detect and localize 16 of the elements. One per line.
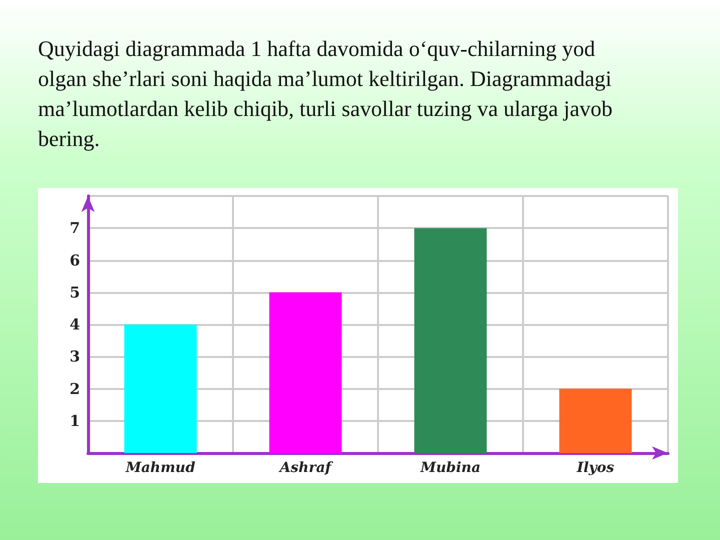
- y-tick-label: 2: [70, 380, 80, 398]
- x-tick-label: Ilyos: [576, 460, 614, 476]
- y-tick-label: 5: [70, 283, 80, 302]
- y-tick-label: 7: [70, 219, 80, 238]
- y-tick-label: 1: [70, 412, 80, 430]
- bar: [269, 292, 342, 453]
- y-tick-label: 4: [70, 316, 80, 334]
- y-tick-label: 6: [70, 251, 80, 270]
- bar: [559, 388, 632, 453]
- x-tick-label: Mahmud: [124, 460, 196, 476]
- chart-title: Quyidagi diagrammada 1 hafta davomida o‘quv-chilarning yod olgan she’rlari soni haqida ma’lumot keltirilgan. Diagrammadagi ma’lumotlardan kelib chiqib, turli savollar tuzing va ularga javob bering.: [38, 35, 614, 153]
- y-tick-label: 3: [70, 348, 80, 366]
- x-tick-label: Mubina: [419, 460, 481, 476]
- x-tick-label: Ashraf: [278, 460, 334, 476]
- bar: [124, 324, 197, 453]
- bar: [414, 228, 487, 453]
